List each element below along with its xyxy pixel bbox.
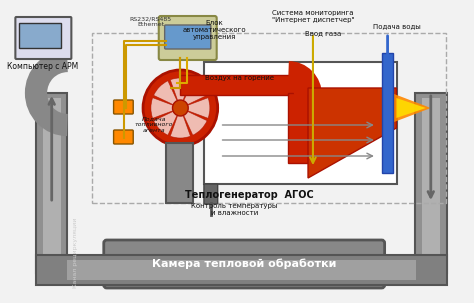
Text: Ввод газа: Ввод газа <box>305 30 341 36</box>
FancyBboxPatch shape <box>104 240 384 288</box>
FancyBboxPatch shape <box>204 62 397 184</box>
FancyBboxPatch shape <box>36 255 447 285</box>
FancyBboxPatch shape <box>422 98 439 268</box>
Wedge shape <box>170 78 191 108</box>
FancyBboxPatch shape <box>15 17 72 59</box>
FancyBboxPatch shape <box>36 93 67 273</box>
Text: Компьютер с АРМ: Компьютер с АРМ <box>7 62 79 71</box>
FancyBboxPatch shape <box>114 130 133 144</box>
Text: Подача
топливного
агента: Подача топливного агента <box>135 117 173 133</box>
Circle shape <box>173 100 188 116</box>
Text: Контроль температуры
и влажности: Контроль температуры и влажности <box>191 203 278 216</box>
FancyBboxPatch shape <box>164 25 211 49</box>
FancyBboxPatch shape <box>165 143 193 203</box>
FancyBboxPatch shape <box>288 93 308 163</box>
FancyBboxPatch shape <box>43 98 61 268</box>
Wedge shape <box>151 98 181 118</box>
Polygon shape <box>392 93 431 123</box>
FancyBboxPatch shape <box>159 16 217 60</box>
Polygon shape <box>396 98 426 118</box>
Text: Воздух на горение: Воздух на горение <box>205 75 274 81</box>
FancyBboxPatch shape <box>67 260 416 280</box>
Text: Канал рециркуляции: Канал рециркуляции <box>73 218 78 288</box>
Wedge shape <box>154 81 181 108</box>
Text: Подача воды: Подача воды <box>373 23 420 29</box>
Text: Камера тепловой обработки: Камера тепловой обработки <box>152 259 337 269</box>
FancyBboxPatch shape <box>415 93 447 273</box>
Wedge shape <box>181 108 207 135</box>
Text: Система мониторинга
"Интернет диспетчер": Система мониторинга "Интернет диспетчер" <box>272 10 354 23</box>
FancyBboxPatch shape <box>114 100 133 114</box>
Circle shape <box>143 70 218 146</box>
FancyBboxPatch shape <box>19 23 61 48</box>
FancyBboxPatch shape <box>382 53 393 173</box>
FancyBboxPatch shape <box>204 184 218 204</box>
Wedge shape <box>170 108 191 138</box>
Text: Блок
автоматического
управления: Блок автоматического управления <box>183 20 246 40</box>
Text: Теплогенератор  АГОС: Теплогенератор АГОС <box>185 190 313 200</box>
Wedge shape <box>181 81 207 108</box>
Wedge shape <box>154 108 181 135</box>
FancyBboxPatch shape <box>181 75 308 95</box>
Wedge shape <box>181 98 210 118</box>
Text: RS232/RS485
Ethernet: RS232/RS485 Ethernet <box>130 17 172 27</box>
Polygon shape <box>308 88 396 178</box>
